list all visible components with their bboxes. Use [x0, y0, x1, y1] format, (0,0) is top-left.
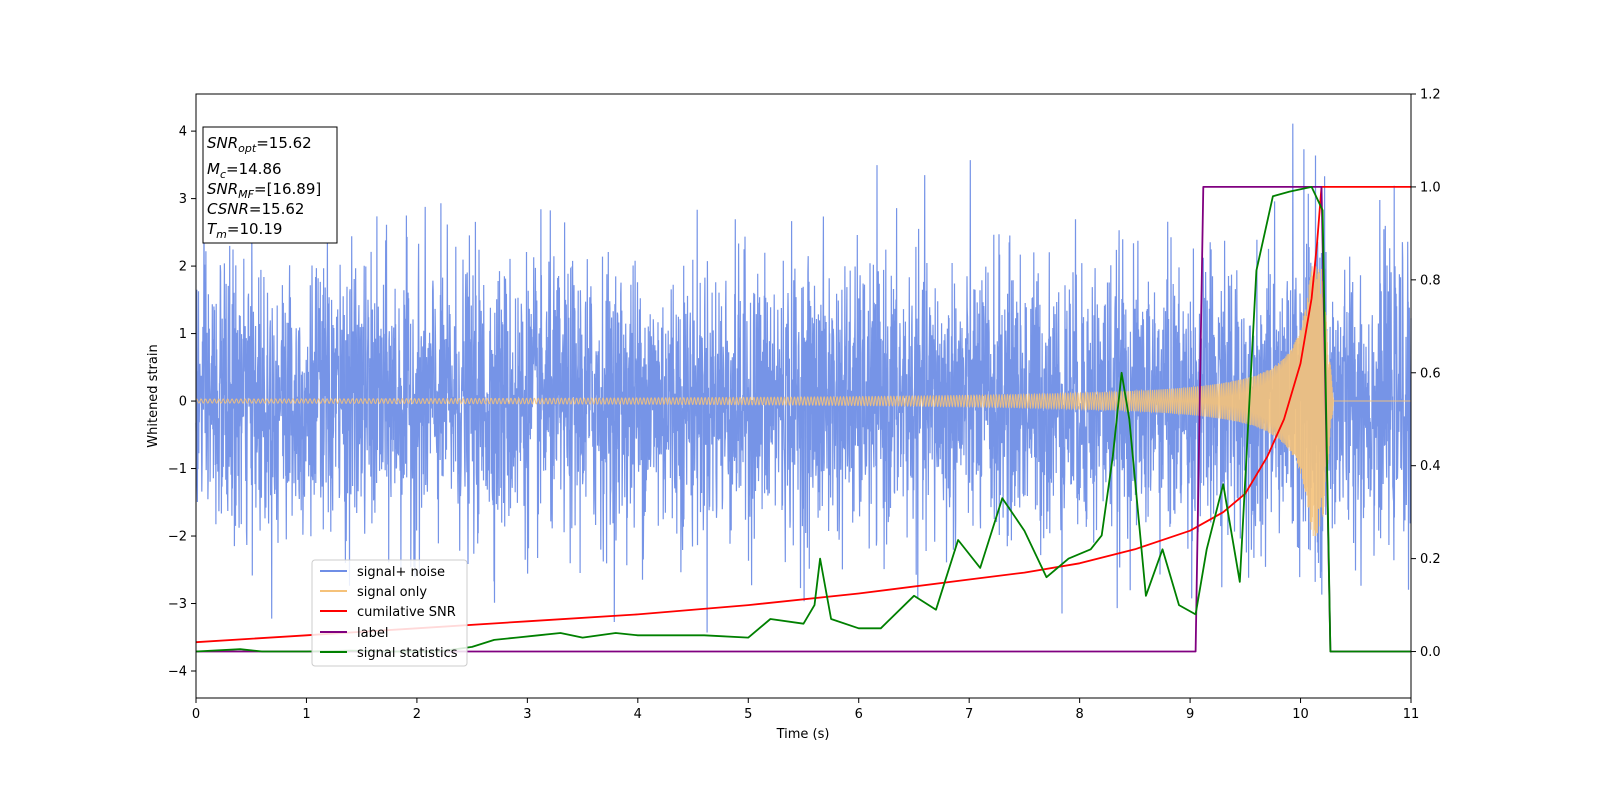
y-tick-label: −2: [168, 530, 187, 545]
signal-only-line: [195, 266, 1411, 537]
legend-label-signal-only: signal only: [357, 585, 427, 600]
y-tick-label: 0: [179, 395, 187, 410]
plot-frame: [195, 93, 1412, 699]
x-tick-label: 0: [192, 707, 200, 722]
x-tick-label: 6: [855, 707, 863, 722]
legend-frame: [311, 559, 468, 667]
x-tick-label: 3: [523, 707, 531, 722]
info-snr-opt: SNRopt=15.62: [207, 134, 312, 155]
x-tick-label: 9: [1186, 707, 1194, 722]
y-tick-label: 2: [179, 260, 187, 275]
legend-label-label: label: [357, 626, 388, 641]
x-tick-label: 7: [965, 707, 973, 722]
y2-tick-label: 0.8: [1420, 273, 1441, 288]
info-tm: Tm=10.19: [207, 220, 282, 241]
cumulative-snr-line: [195, 186, 1411, 644]
y2-tick-label: 0.0: [1420, 645, 1441, 660]
y2-tick-label: 0.2: [1420, 552, 1441, 567]
info-box: SNRopt=15.62 Mc=14.86 SNRMF=[16.89] CSNR…: [202, 126, 338, 244]
y2-axis-ticks: 1.2 1.0 0.8 0.6 0.4 0.2 0.0: [1411, 88, 1441, 660]
y2-tick-label: 1.0: [1420, 180, 1441, 195]
x-tick-label: 5: [744, 707, 752, 722]
x-axis-ticks: 0 1 2 3 4 5 6 7 8 9 10 11: [192, 698, 1419, 722]
y-tick-label: 3: [179, 192, 187, 207]
y2-tick-label: 0.6: [1420, 366, 1441, 381]
signal-statistics-line: [195, 186, 1411, 653]
x-tick-label: 2: [413, 707, 421, 722]
info-mc: Mc=14.86: [207, 160, 282, 181]
y-tick-label: −1: [168, 462, 187, 477]
y2-tick-label: 0.4: [1420, 459, 1441, 474]
x-tick-label: 10: [1292, 707, 1309, 722]
info-snr-mf: SNRMF=[16.89]: [207, 180, 321, 201]
x-tick-label: 1: [302, 707, 310, 722]
signal-noise-series: [195, 123, 1412, 633]
signal-only-series: [195, 266, 1411, 537]
y2-tick-label: 1.2: [1420, 88, 1441, 103]
x-tick-label: 4: [634, 707, 642, 722]
y-tick-label: 1: [179, 327, 187, 342]
x-tick-label: 11: [1403, 707, 1420, 722]
y-tick-label: −4: [168, 665, 187, 680]
info-csnr: CSNR=15.62: [207, 200, 304, 218]
x-tick-label: 8: [1075, 707, 1083, 722]
y-tick-label: 4: [179, 125, 187, 140]
y-tick-label: −3: [168, 597, 187, 612]
legend: signal+ noise signal only cumilative SNR…: [311, 559, 468, 667]
legend-label-signal-statistics: signal statistics: [357, 646, 458, 661]
y-axis-label: Whitened strain: [146, 344, 161, 447]
legend-label-signal-noise: signal+ noise: [357, 565, 445, 580]
right-axis-series: [195, 186, 1411, 653]
signal-noise-line: [195, 123, 1412, 633]
x-axis-label: Time (s): [776, 727, 830, 742]
y-axis-ticks: 4 3 2 1 0 −1 −2 −3 −4: [168, 125, 196, 680]
info-box-frame: [202, 126, 338, 244]
legend-label-cumulative-snr: cumilative SNR: [357, 605, 456, 620]
